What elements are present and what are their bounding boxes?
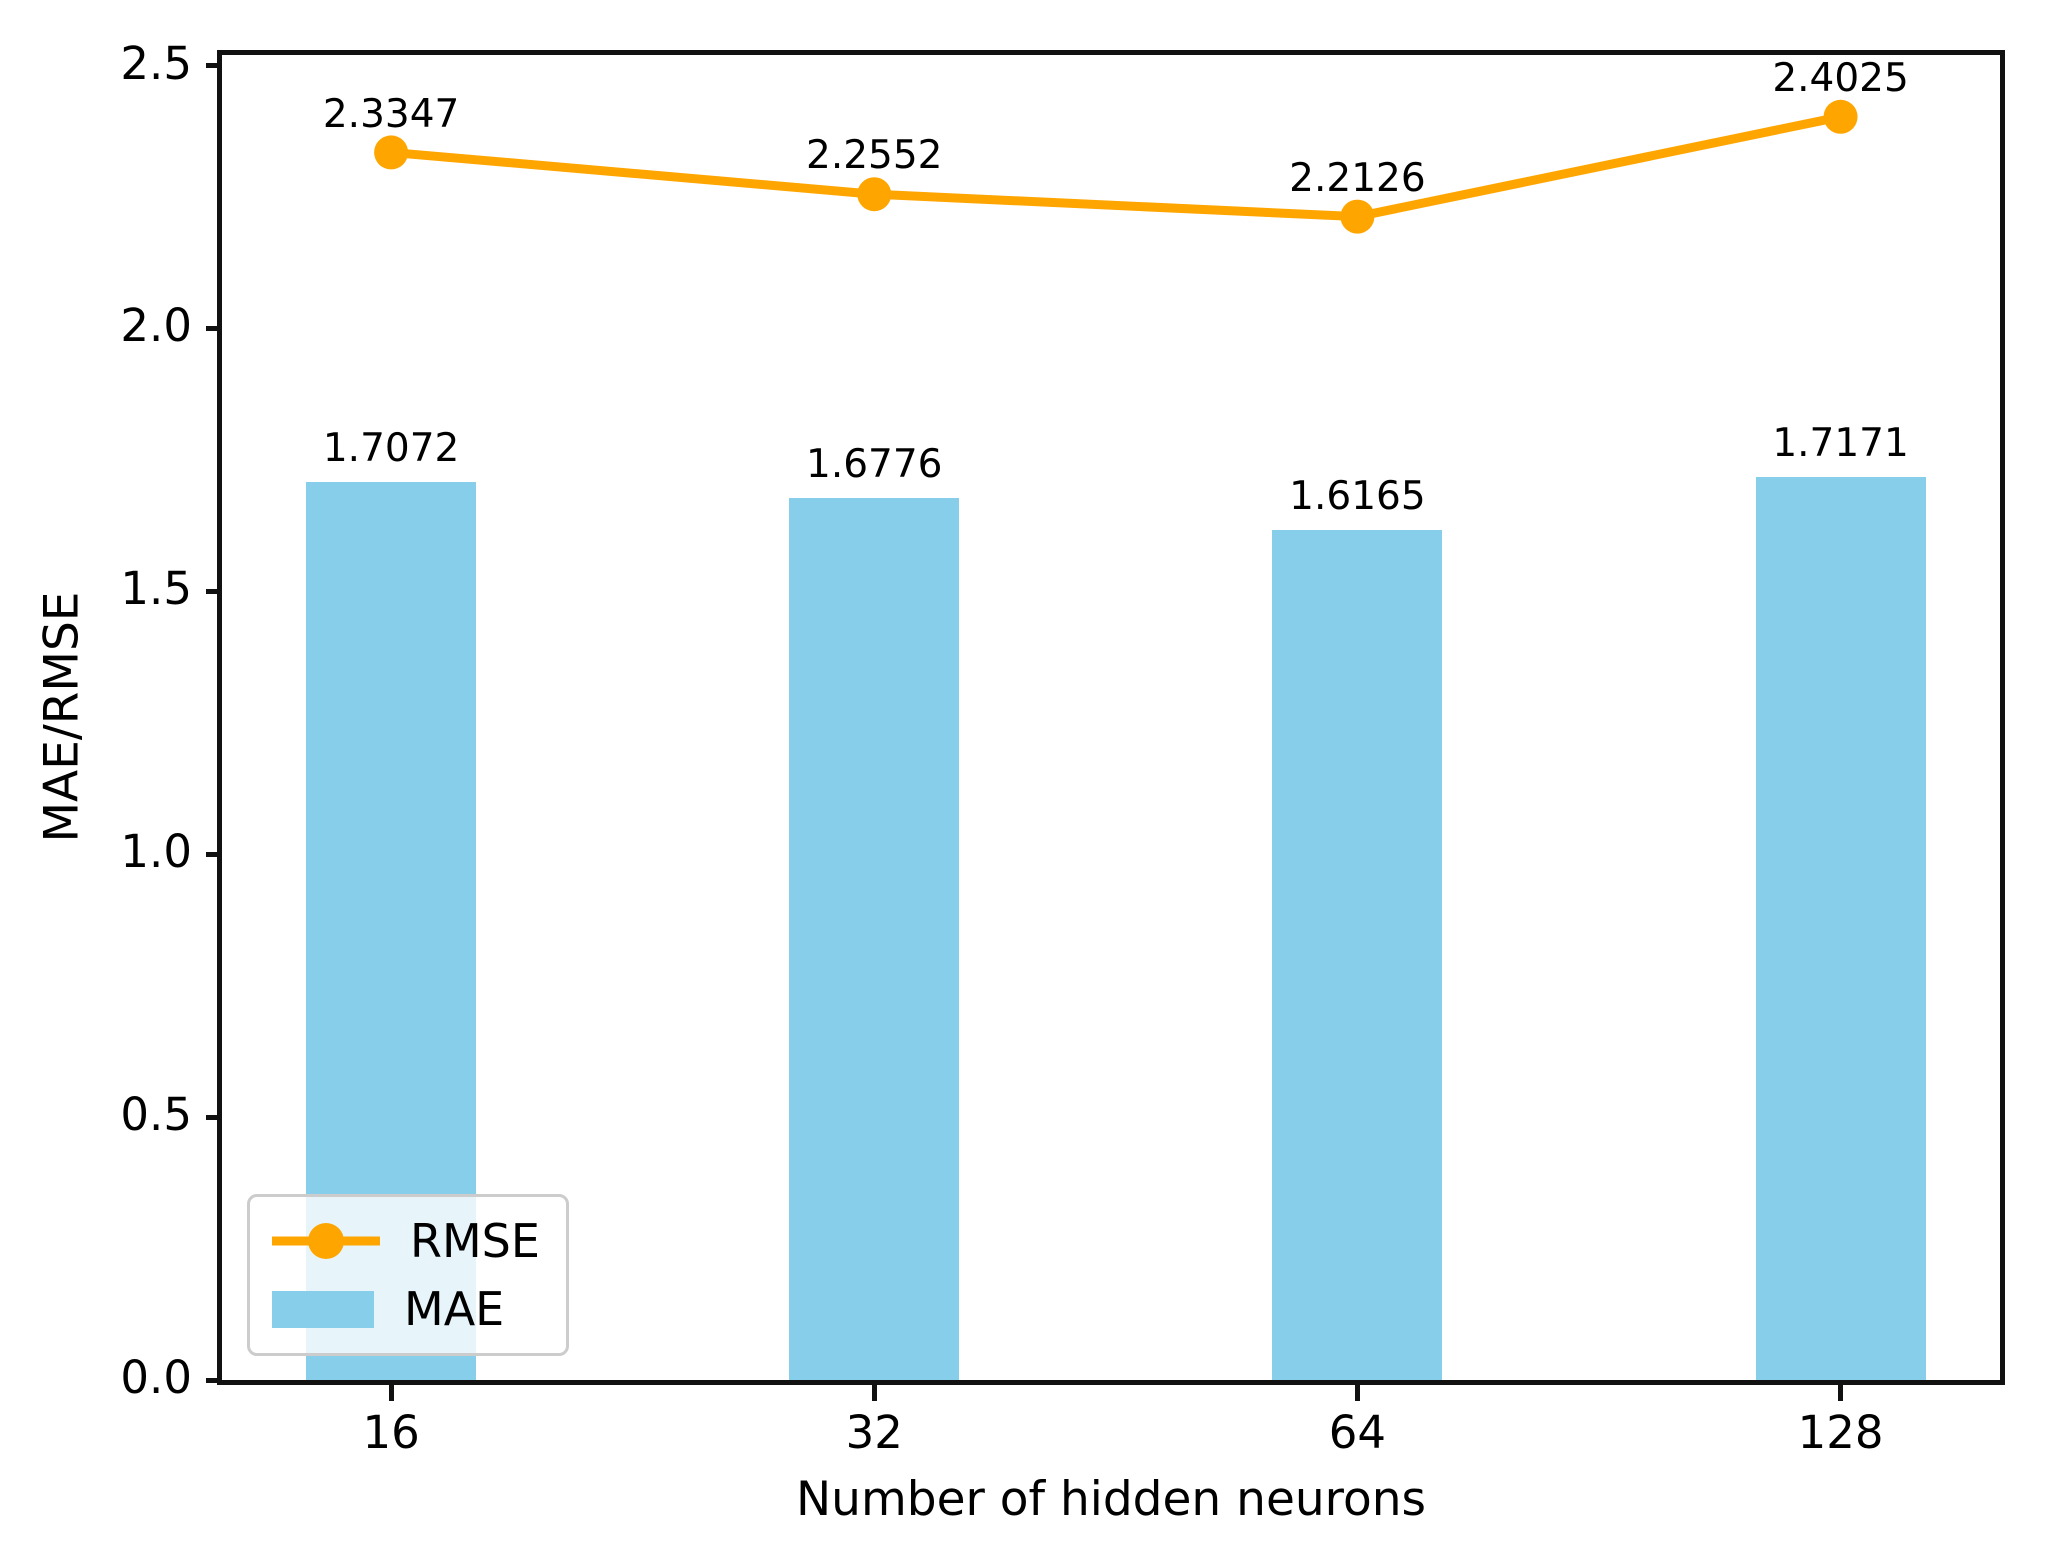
y-tick-label-1.0: 1.0 xyxy=(120,825,192,879)
legend-item-rmse: RMSE xyxy=(272,1213,540,1269)
rmse-line-marker-icon xyxy=(272,1223,380,1259)
x-tick-mark-32 xyxy=(871,1385,877,1401)
x-tick-mark-16 xyxy=(388,1385,394,1401)
rmse-line xyxy=(390,112,1842,222)
y-tick-mark-0.5 xyxy=(206,1114,222,1120)
y-tick-mark-2.5 xyxy=(206,63,222,69)
rmse-point-64 xyxy=(1340,199,1375,234)
y-tick-label-0.5: 0.5 xyxy=(120,1088,192,1142)
legend: RMSE MAE xyxy=(247,1194,569,1356)
y-tick-mark-2.0 xyxy=(206,325,222,331)
y-tick-label-2.0: 2.0 xyxy=(120,299,192,353)
bar-mae-128 xyxy=(1755,477,1926,1380)
legend-label-rmse: RMSE xyxy=(410,1214,540,1268)
rmse-line-layer xyxy=(374,99,1858,234)
bar-mae-64 xyxy=(1272,530,1443,1380)
value-label-mae-128: 1.7171 xyxy=(1772,421,1909,467)
legend-item-mae: MAE xyxy=(272,1281,540,1337)
legend-label-mae: MAE xyxy=(404,1282,505,1336)
x-tick-label-64: 64 xyxy=(1328,1406,1387,1459)
y-tick-label-0.0: 0.0 xyxy=(120,1351,192,1404)
value-label-mae-32: 1.6776 xyxy=(806,442,943,487)
value-label-rmse-16: 2.3347 xyxy=(322,91,460,137)
y-tick-mark-0.0 xyxy=(206,1377,222,1383)
x-axis-label: Number of hidden neurons xyxy=(796,1472,1426,1527)
rmse-point-32 xyxy=(857,177,892,212)
x-tick-mark-128 xyxy=(1838,1385,1844,1401)
y-tick-label-2.5: 2.5 xyxy=(120,36,192,90)
value-label-rmse-128: 2.4025 xyxy=(1772,55,1909,101)
y-tick-mark-1.5 xyxy=(206,588,222,594)
y-tick-mark-1.0 xyxy=(206,851,222,857)
y-tick-label-1.5: 1.5 xyxy=(120,562,192,616)
value-label-mae-16: 1.7072 xyxy=(322,426,460,472)
bar-mae-32 xyxy=(789,497,960,1380)
value-label-mae-64: 1.6165 xyxy=(1289,474,1426,520)
value-label-rmse-32: 2.2552 xyxy=(806,133,943,179)
plot-frame xyxy=(217,50,2005,1385)
x-tick-label-128: 128 xyxy=(1797,1406,1884,1459)
rmse-point-16 xyxy=(374,135,409,170)
x-tick-label-16: 16 xyxy=(362,1406,420,1459)
mae-bar-swatch-icon xyxy=(272,1290,374,1328)
rmse-point-128 xyxy=(1823,99,1858,134)
value-label-rmse-64: 2.2126 xyxy=(1289,155,1426,201)
x-tick-mark-64 xyxy=(1354,1385,1360,1401)
x-tick-label-32: 32 xyxy=(845,1406,903,1459)
plot-area: RMSE MAE 1.7072 1.6776 1.6165 1.7171 2.3347 2… xyxy=(222,55,2000,1380)
y-axis-label: MAE/RMSE xyxy=(34,591,90,843)
